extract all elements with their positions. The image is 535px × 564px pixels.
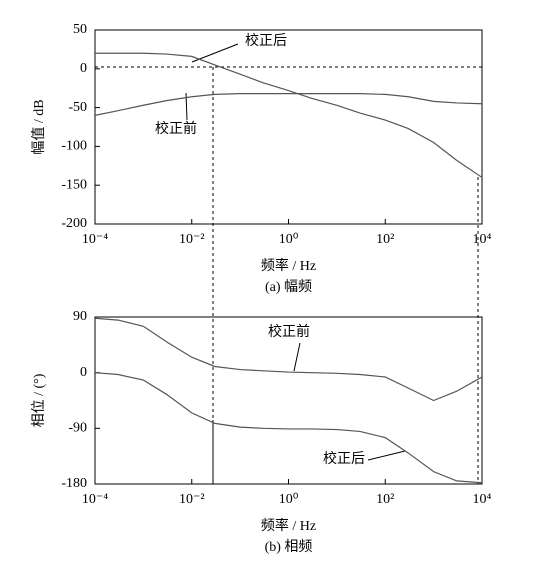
x-tick-label: 10⁰ [279, 232, 299, 247]
annotation: 校正前 [155, 120, 197, 137]
series-line [94, 372, 483, 484]
x-tick-label: 10⁻² [179, 492, 205, 507]
y-tick-label: 0 [80, 61, 87, 76]
y-tick-label: -180 [61, 476, 87, 491]
y-axis-label: 幅值 / dB [31, 99, 47, 154]
annotation: 校正后 [245, 32, 287, 49]
x-tick-label: 10² [376, 492, 394, 507]
y-tick-label: -100 [61, 139, 87, 154]
annotation-leader [367, 450, 406, 461]
y-tick-label: 50 [73, 22, 87, 37]
caption: (a) 幅频 [265, 279, 312, 295]
x-tick-label: 10⁴ [473, 232, 492, 247]
y-tick-label: 90 [73, 309, 87, 324]
series-line [94, 93, 483, 116]
y-tick-label: -150 [61, 177, 87, 192]
annotation: 校正前 [268, 323, 310, 340]
caption: (b) 相频 [265, 539, 313, 555]
y-tick-label: 0 [80, 365, 87, 380]
y-tick-label: -50 [68, 100, 87, 115]
x-tick-label: 10⁻⁴ [82, 492, 108, 507]
plot-frame [94, 29, 483, 225]
x-tick-label: 10⁻² [179, 232, 205, 247]
x-axis-label: 频率 / Hz [261, 257, 316, 274]
annotation-leader [293, 342, 301, 372]
series-line [94, 317, 483, 402]
x-tick-label: 10² [376, 232, 394, 247]
y-tick-label: -90 [68, 421, 87, 436]
plot-frame [94, 316, 483, 485]
x-tick-label: 10⁴ [473, 492, 492, 507]
series-line [95, 52, 483, 178]
x-axis-label: 频率 / Hz [261, 517, 316, 534]
x-tick-label: 10⁰ [279, 492, 299, 507]
x-tick-label: 10⁻⁴ [82, 232, 108, 247]
y-tick-label: -200 [61, 216, 87, 231]
annotation: 校正后 [323, 450, 365, 467]
y-axis-label: 相位 / (°) [31, 373, 47, 427]
